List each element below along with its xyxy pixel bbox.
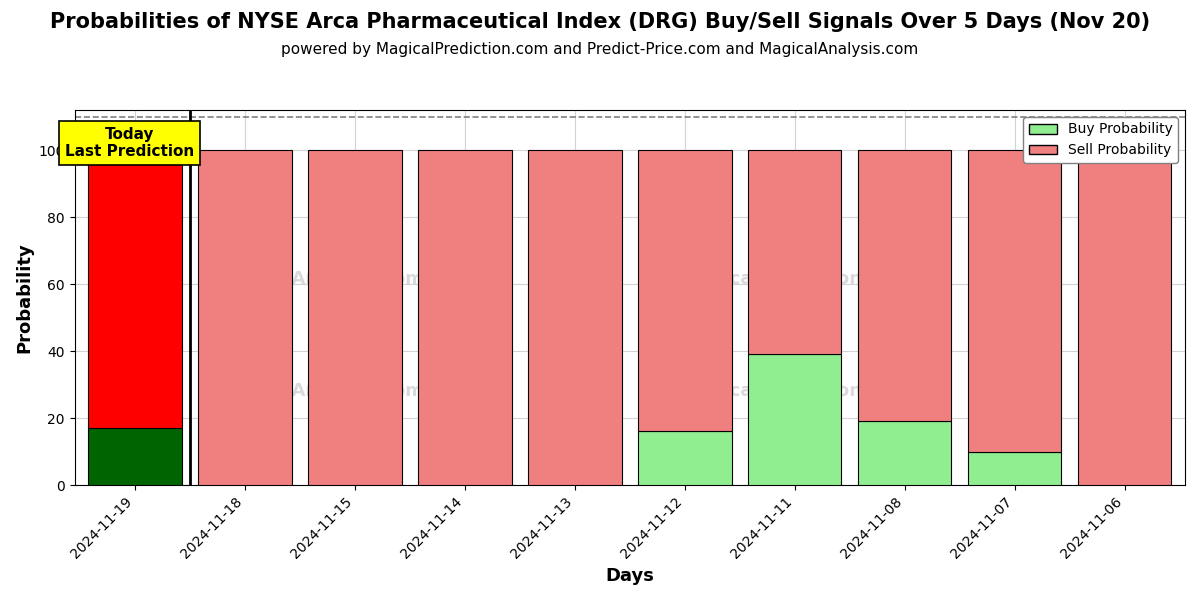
Bar <box>89 428 182 485</box>
Bar <box>419 150 511 485</box>
Bar <box>638 150 732 431</box>
Text: Probabilities of NYSE Arca Pharmaceutical Index (DRG) Buy/Sell Signals Over 5 Da: Probabilities of NYSE Arca Pharmaceutica… <box>50 12 1150 32</box>
Text: powered by MagicalPrediction.com and Predict-Price.com and MagicalAnalysis.com: powered by MagicalPrediction.com and Pre… <box>281 42 919 57</box>
Bar <box>968 150 1061 452</box>
Bar <box>1078 150 1171 485</box>
Bar <box>858 421 952 485</box>
Text: MagicalPrediction.com: MagicalPrediction.com <box>682 382 911 400</box>
Bar <box>308 150 402 485</box>
Bar <box>89 150 182 428</box>
Bar <box>638 431 732 485</box>
Y-axis label: Probability: Probability <box>16 242 34 353</box>
Legend: Buy Probability, Sell Probability: Buy Probability, Sell Probability <box>1024 117 1178 163</box>
Text: MagicalAnalysis.com: MagicalAnalysis.com <box>214 382 424 400</box>
Bar <box>858 150 952 421</box>
Bar <box>528 150 622 485</box>
Bar <box>748 355 841 485</box>
Bar <box>198 150 292 485</box>
X-axis label: Days: Days <box>605 567 654 585</box>
Text: MagicalAnalysis.com: MagicalAnalysis.com <box>214 270 424 288</box>
Text: Today
Last Prediction: Today Last Prediction <box>65 127 194 159</box>
Text: MagicalPrediction.com: MagicalPrediction.com <box>682 270 911 288</box>
Bar <box>968 452 1061 485</box>
Bar <box>748 150 841 355</box>
